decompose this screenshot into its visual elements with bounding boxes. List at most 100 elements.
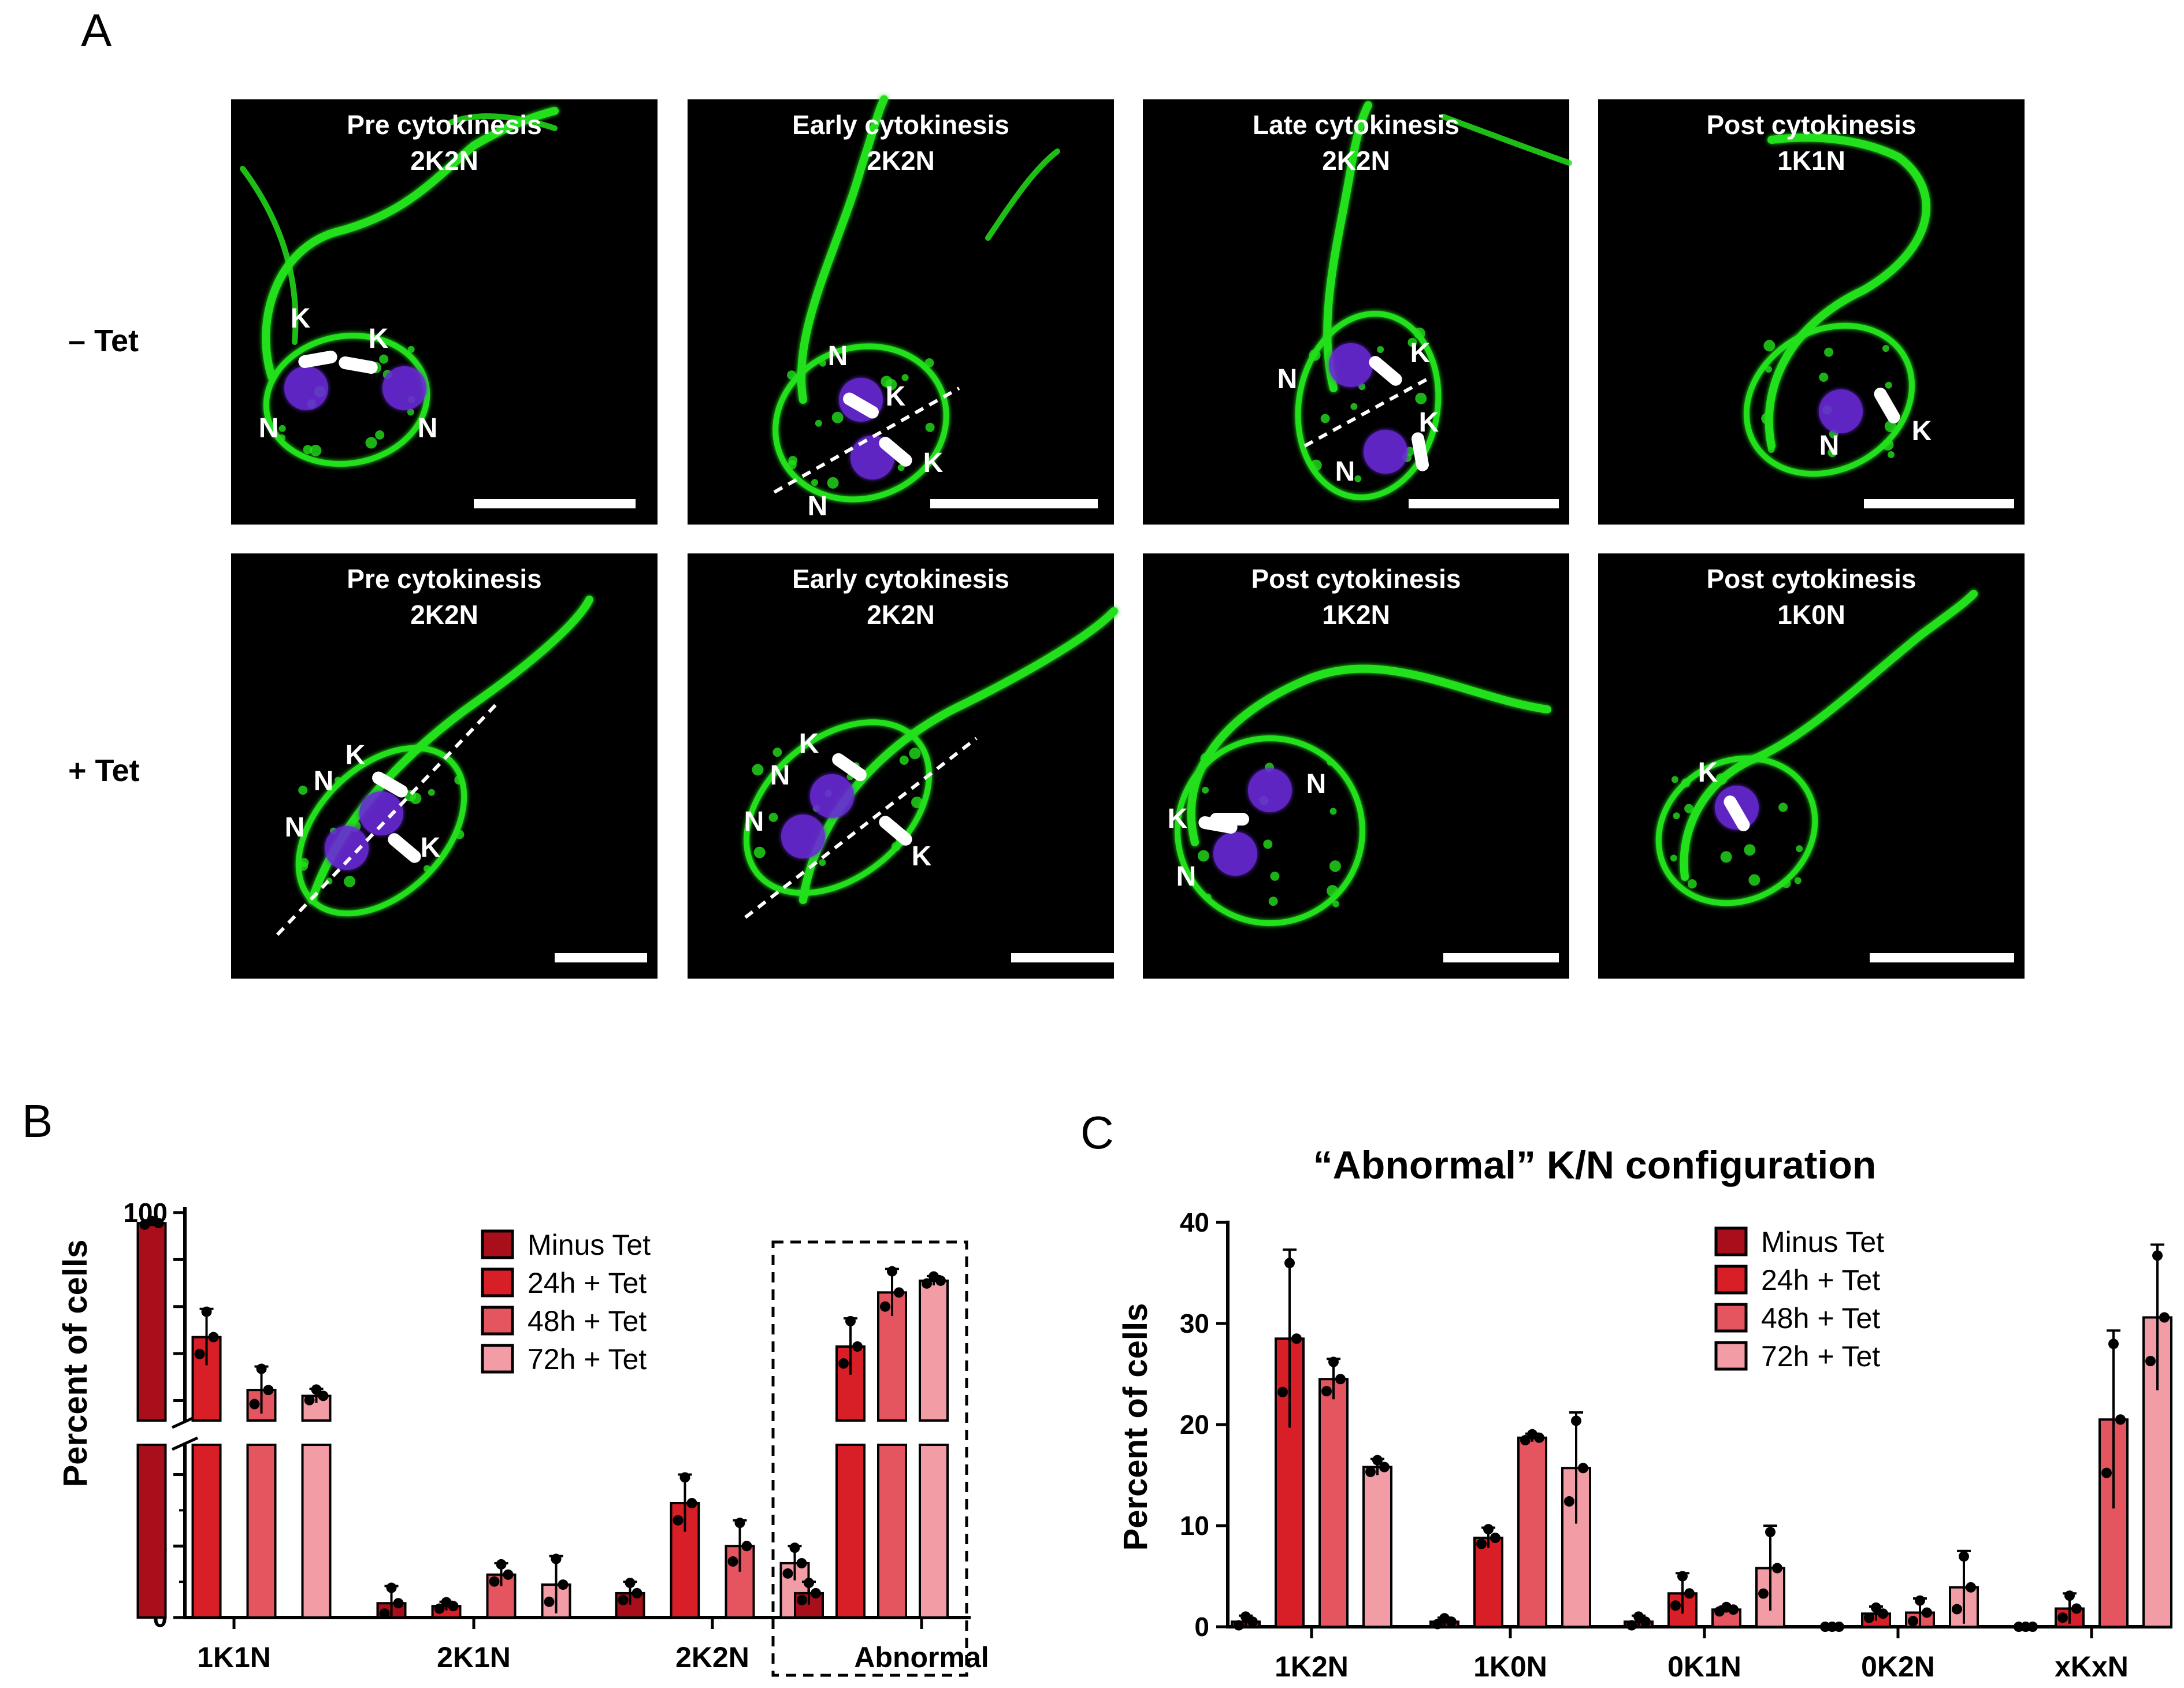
fluor-speckle (768, 812, 778, 822)
replicate-dot (845, 1315, 856, 1326)
nucleus-label: N (808, 491, 828, 522)
bar (919, 1279, 949, 1422)
replicate-dot (1578, 1463, 1588, 1474)
micrograph-subtitle: 2K2N (410, 600, 478, 630)
micrograph-r1-c2: Early cytokinesis 2K2N N K K N (688, 95, 1114, 525)
replicate-dot (618, 1594, 629, 1605)
fluor-speckle (1320, 414, 1330, 423)
fluor-speckle (1882, 439, 1894, 451)
replicate-dot (201, 1306, 212, 1317)
kinetoplast-label: K (1912, 416, 1932, 447)
row-label-minus-tet: – Tet (68, 324, 139, 358)
chart-c-ylabel: Percent of cells (1117, 1303, 1154, 1551)
micrograph-subtitle: 1K2N (1322, 600, 1390, 630)
fluor-speckle (1673, 812, 1680, 820)
replicate-dot (1677, 1571, 1688, 1582)
kinetoplast (843, 392, 879, 419)
scale-bar (1409, 499, 1559, 508)
chart-b: Percent of cells 2040608010005101K1N2K1N… (57, 1198, 989, 1677)
chart-b-bars (136, 1215, 949, 1619)
fluor-speckle (1329, 808, 1337, 815)
micrograph-background (1598, 99, 2025, 525)
nucleus (1248, 768, 1292, 812)
nucleus-label: N (1277, 364, 1298, 395)
micrograph-subtitle: 1K0N (1777, 600, 1845, 630)
kinetoplast-label: K (1698, 757, 1718, 788)
replicate-dot (386, 1582, 397, 1593)
fluor-speckle (1761, 412, 1773, 425)
replicate-dot (1432, 1619, 1443, 1630)
micrograph-subtitle: 2K2N (867, 146, 935, 176)
legend-label: 72h + Tet (528, 1343, 647, 1375)
fluor-speckle (901, 374, 909, 381)
fluor-speckle (407, 408, 414, 416)
flagellum (1187, 664, 1551, 846)
flagellum (797, 95, 888, 404)
fluor-speckle (1824, 347, 1834, 357)
fluor-speckle (899, 756, 909, 765)
fluor-speckle (375, 430, 385, 440)
replicate-dot (796, 1557, 807, 1568)
kinetoplast (298, 351, 337, 368)
nucleus (1364, 430, 1407, 474)
fluor-speckle (827, 477, 839, 489)
replicate-dot (1915, 1595, 1925, 1606)
legend-swatch (481, 1344, 514, 1374)
kinetoplast (879, 437, 912, 467)
replicate-dot (194, 1348, 205, 1359)
fluor-speckle (1329, 860, 1341, 872)
kinetoplast (1724, 795, 1750, 831)
replicate-dot (2057, 1612, 2068, 1623)
kinetoplast-label: K (886, 381, 906, 412)
nucleus (1213, 832, 1257, 876)
replicate-dot (686, 1498, 697, 1508)
bar (835, 1444, 866, 1619)
fluor-speckle (1778, 802, 1788, 812)
cleavage-line (773, 386, 960, 494)
nucleus-label: N (1176, 861, 1197, 892)
replicate-dot (256, 1363, 267, 1374)
replicate-dot (1483, 1524, 1494, 1535)
x-tick-label: 1K0N (1473, 1650, 1547, 1683)
replicate-dot (1284, 1258, 1295, 1269)
replicate-dot (1328, 1356, 1339, 1367)
fluor-speckle (379, 354, 389, 364)
fluor-speckle (454, 775, 464, 785)
fluor-speckle (1200, 753, 1212, 765)
replicate-dot (782, 1568, 793, 1579)
scale-bar (1443, 953, 1559, 962)
legend-label: Minus Tet (528, 1229, 651, 1261)
fluor-speckle (278, 425, 286, 432)
kinetoplast (879, 816, 912, 846)
fluor-speckle (787, 370, 797, 380)
bar (1473, 1537, 1503, 1628)
panel-letter-c: C (1080, 1107, 1114, 1158)
replicate-dot (2064, 1590, 2075, 1601)
replicate-dot (1878, 1608, 1888, 1619)
x-tick-label: 2K2N (675, 1641, 749, 1674)
replicate-dot (741, 1541, 752, 1552)
legend-swatch (1714, 1265, 1748, 1295)
kinetoplast (372, 771, 408, 798)
flagellum-fragment (1440, 114, 1572, 166)
replicate-dot (922, 1278, 932, 1289)
flagellum (799, 607, 1118, 904)
chart-c-title: “Abnormal” K/N configuration (1313, 1143, 1877, 1187)
replicate-dot (551, 1553, 562, 1564)
replicate-dot (2115, 1414, 2126, 1425)
bar (877, 1444, 907, 1619)
scale-bar (930, 499, 1098, 508)
replicate-dot (632, 1587, 642, 1598)
fluor-speckle (1327, 759, 1334, 766)
replicate-dot (1571, 1415, 1581, 1426)
replicate-dot (1372, 1455, 1383, 1466)
replicate-dot (249, 1399, 260, 1410)
legend-swatch (481, 1306, 514, 1336)
replicate-dot (434, 1603, 445, 1614)
replicate-dot (1684, 1588, 1695, 1599)
replicate-dot (727, 1556, 738, 1567)
chart-b-ylabel: Percent of cells (57, 1240, 94, 1488)
replicate-dot (935, 1275, 946, 1286)
kinetoplast-label: K (1410, 338, 1431, 369)
